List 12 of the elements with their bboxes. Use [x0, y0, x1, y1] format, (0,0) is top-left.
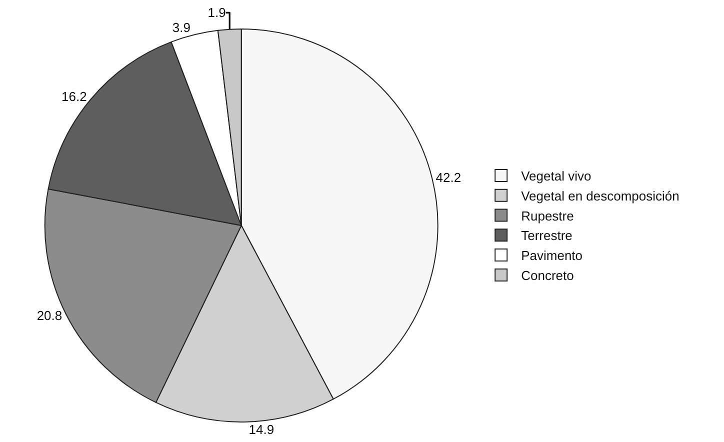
legend-label: Vegetal vivo: [521, 168, 592, 184]
legend-label: Terrestre: [521, 228, 572, 244]
data-label: 16.2: [62, 88, 87, 104]
legend-label: Pavimento: [521, 248, 583, 264]
legend-label: Vegetal en descomposición: [521, 188, 680, 204]
data-label: 42.2: [436, 170, 462, 186]
legend-label: Concreto: [521, 268, 574, 284]
data-label: 14.9: [248, 422, 274, 437]
data-label: 20.8: [36, 308, 62, 323]
legend-label: Rupestre: [521, 208, 574, 224]
data-label: 3.9: [172, 20, 190, 36]
data-label: 1.9: [208, 5, 226, 20]
